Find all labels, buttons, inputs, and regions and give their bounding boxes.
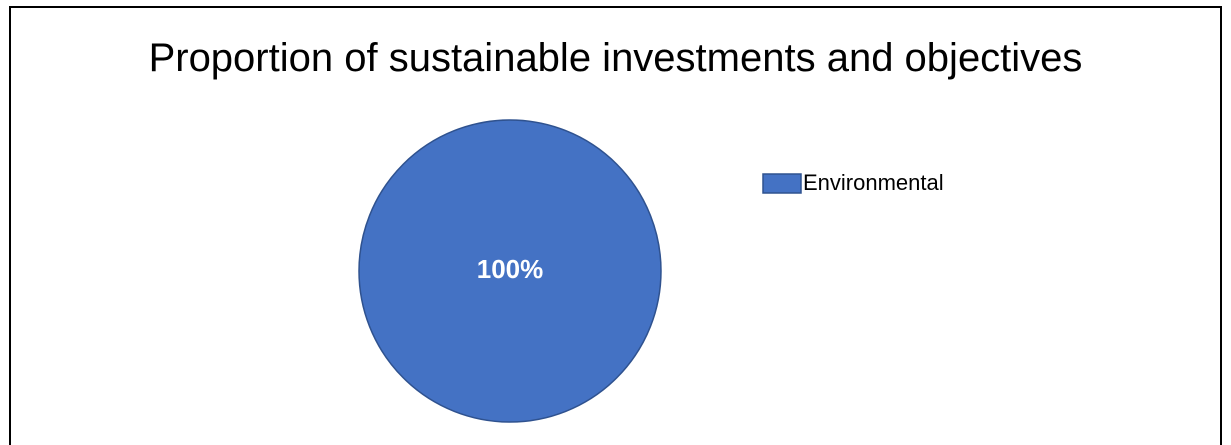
pie-slice-environmental [358,119,662,423]
chart-title: Proportion of sustainable investments an… [148,36,1083,80]
legend-swatch [762,173,802,194]
legend: Environmental [762,170,944,195]
data-label: 100% [477,254,544,284]
legend-label: Environmental [803,170,944,195]
pie-data-labels: 100% [477,254,544,284]
pie-slices [358,119,662,423]
